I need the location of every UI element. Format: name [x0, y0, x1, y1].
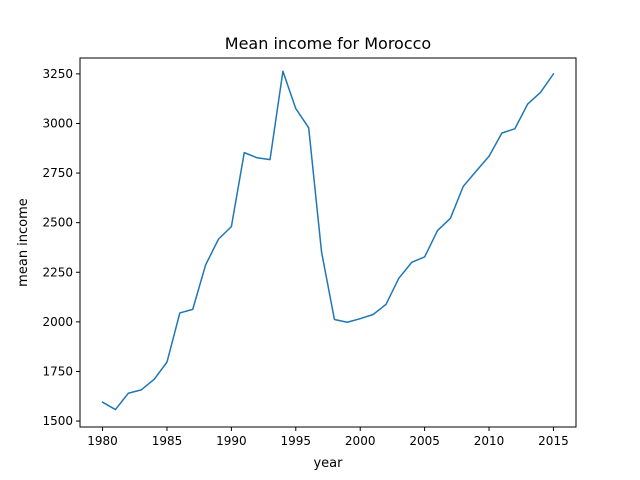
series-line — [101, 70, 555, 411]
y-tick-label: 1750 — [42, 364, 73, 378]
plot-frame — [79, 57, 577, 428]
y-tick-label: 3000 — [42, 116, 73, 130]
y-tick-label: 3250 — [42, 67, 73, 81]
x-tick-label: 2000 — [345, 434, 376, 448]
y-axis-label: mean income — [16, 198, 31, 287]
x-axis: 1980 1985 1990 1995 2000 2005 2010 2015 — [87, 427, 569, 448]
y-tick-label: 2250 — [42, 265, 73, 279]
x-axis-label: year — [313, 456, 343, 471]
x-tick-label: 1990 — [216, 434, 247, 448]
x-tick-label: 1985 — [152, 434, 183, 448]
y-axis: 1500 1750 2000 2250 2500 2750 3000 3250 — [42, 67, 80, 428]
y-tick-label: 2750 — [42, 166, 73, 180]
x-tick-label: 2015 — [538, 434, 569, 448]
x-tick-label: 1995 — [281, 434, 312, 448]
x-tick-label: 2005 — [409, 434, 440, 448]
x-tick-label: 2010 — [474, 434, 505, 448]
x-tick-label: 1980 — [87, 434, 118, 448]
y-tick-label: 2000 — [42, 315, 73, 329]
y-tick-label: 1500 — [42, 414, 73, 428]
chart-title: Mean income for Morocco — [225, 34, 431, 53]
y-tick-label: 2500 — [42, 216, 73, 230]
plot-area — [101, 70, 555, 411]
